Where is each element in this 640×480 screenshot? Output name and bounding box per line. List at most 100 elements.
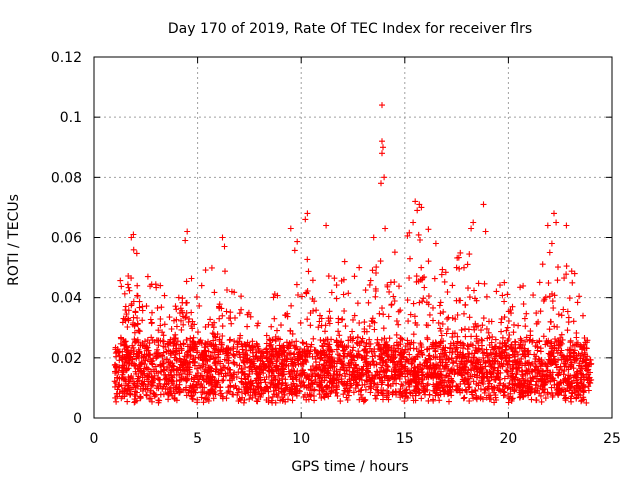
- data-point: [520, 377, 527, 384]
- data-point-peak: [509, 303, 516, 310]
- data-point: [478, 366, 485, 373]
- data-point: [383, 372, 390, 379]
- data-point: [139, 317, 146, 324]
- data-point: [397, 388, 404, 395]
- data-point: [449, 360, 456, 367]
- data-point: [531, 351, 538, 358]
- data-point: [167, 388, 174, 395]
- data-point: [201, 368, 208, 375]
- data-point: [144, 344, 151, 351]
- data-point: [532, 381, 539, 388]
- data-point: [173, 357, 180, 364]
- data-point: [173, 323, 180, 330]
- data-point: [361, 339, 367, 346]
- data-point: [465, 343, 472, 350]
- data-point: [406, 275, 413, 281]
- data-point: [473, 396, 480, 403]
- data-point-peak: [414, 207, 421, 214]
- data-point: [132, 368, 139, 375]
- data-point: [371, 326, 378, 333]
- data-point: [238, 293, 245, 300]
- data-point: [554, 277, 561, 284]
- data-point: [395, 308, 402, 315]
- data-point: [296, 372, 303, 379]
- data-point: [143, 343, 150, 350]
- data-point: [377, 346, 384, 353]
- data-point: [574, 382, 580, 389]
- data-point: [238, 366, 245, 373]
- data-point: [358, 386, 365, 393]
- data-point: [124, 281, 131, 288]
- data-point: [400, 353, 407, 360]
- data-point: [130, 314, 137, 321]
- data-point: [578, 380, 585, 387]
- data-point: [362, 359, 369, 366]
- data-point: [193, 372, 200, 379]
- data-point: [546, 326, 553, 333]
- data-point: [188, 275, 195, 282]
- data-point: [436, 342, 443, 349]
- data-point: [248, 359, 255, 366]
- data-point: [488, 339, 495, 346]
- data-point: [340, 353, 347, 360]
- data-point: [203, 341, 209, 348]
- data-point: [175, 294, 182, 301]
- data-point: [221, 364, 228, 371]
- data-point: [473, 323, 480, 330]
- y-tick-label: 0.06: [51, 231, 82, 247]
- data-point: [481, 349, 488, 356]
- data-point: [268, 341, 275, 348]
- data-point: [369, 267, 376, 274]
- data-point: [585, 363, 592, 370]
- data-point: [208, 264, 215, 271]
- data-point: [149, 357, 156, 364]
- data-point: [241, 371, 248, 378]
- data-point: [473, 338, 480, 345]
- data-point: [193, 343, 200, 350]
- data-point: [402, 378, 409, 385]
- data-point: [571, 356, 578, 363]
- data-point: [147, 316, 154, 323]
- data-point: [502, 346, 509, 353]
- data-point: [340, 391, 347, 398]
- data-point: [203, 373, 210, 380]
- data-point: [270, 294, 277, 301]
- data-point: [113, 398, 120, 405]
- data-point: [280, 371, 287, 378]
- data-point: [483, 293, 490, 300]
- data-point: [234, 362, 240, 368]
- data-point: [307, 322, 314, 329]
- data-point: [438, 332, 445, 339]
- data-point: [239, 379, 245, 386]
- data-point: [525, 388, 532, 395]
- data-point: [479, 322, 486, 329]
- data-point: [370, 358, 377, 365]
- data-point: [137, 393, 143, 400]
- data-point: [217, 366, 224, 373]
- data-point: [550, 353, 557, 360]
- data-point: [322, 322, 329, 329]
- data-point: [247, 313, 254, 320]
- data-point: [304, 256, 311, 263]
- data-point: [475, 280, 482, 287]
- data-point: [556, 385, 563, 392]
- data-point: [507, 307, 514, 313]
- data-point: [345, 392, 352, 399]
- data-point: [454, 362, 461, 369]
- data-point: [578, 372, 585, 378]
- data-point: [170, 363, 176, 370]
- data-point: [412, 397, 419, 404]
- data-point: [319, 342, 326, 349]
- data-point: [363, 377, 370, 384]
- data-point: [581, 349, 588, 356]
- data-point: [234, 392, 241, 398]
- chart-title: Day 170 of 2019, Rate Of TEC Index for r…: [168, 21, 532, 37]
- data-point: [131, 329, 138, 336]
- data-point: [200, 399, 207, 406]
- data-point: [565, 372, 572, 379]
- data-point: [125, 284, 132, 291]
- data-point: [574, 299, 581, 306]
- data-point: [388, 345, 395, 352]
- data-point: [521, 315, 528, 322]
- data-point: [449, 366, 455, 373]
